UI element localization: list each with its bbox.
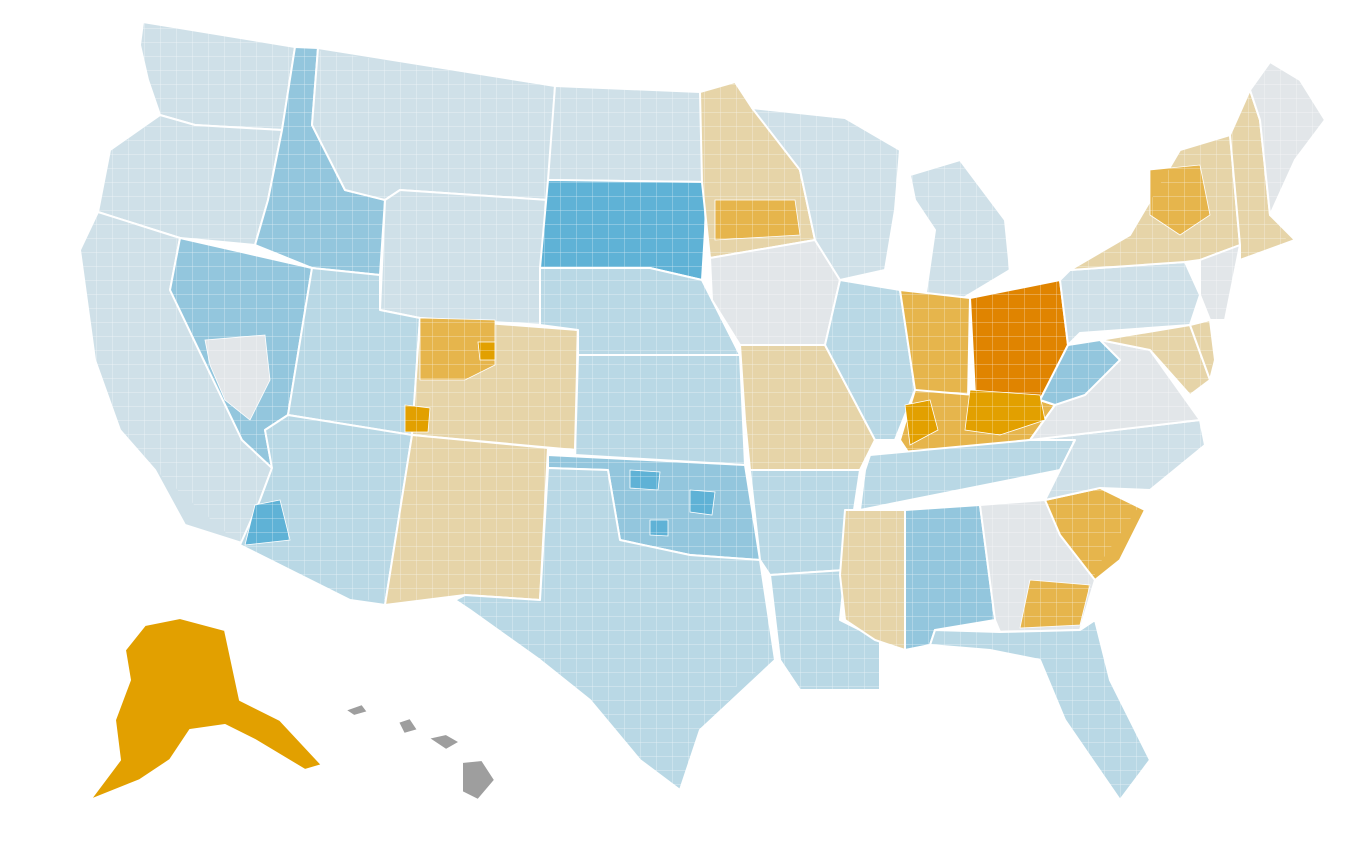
state-alaska[interactable]	[89, 617, 323, 801]
state-hawaii[interactable]	[344, 703, 496, 801]
